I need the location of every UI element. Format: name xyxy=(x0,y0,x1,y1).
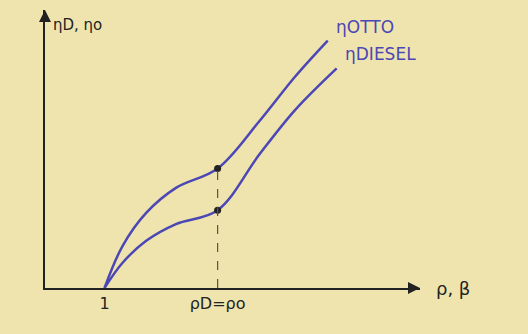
svg-text:ρ, β: ρ, β xyxy=(436,278,470,299)
svg-text:ρD=ρo: ρD=ρo xyxy=(190,294,246,313)
svg-text:1: 1 xyxy=(99,294,109,313)
svg-text:ηDIESEL: ηDIESEL xyxy=(345,44,416,64)
svg-text:ηD, ηo: ηD, ηo xyxy=(53,16,102,34)
svg-text:ηOTTO: ηOTTO xyxy=(336,17,394,37)
